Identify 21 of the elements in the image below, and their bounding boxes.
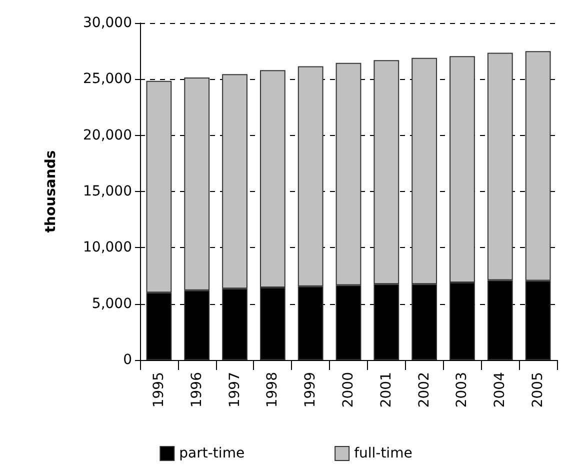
y-tick-label: 5,000 (92, 296, 132, 312)
y-tick-label: 20,000 (83, 127, 132, 144)
x-tick-label: 1995 (150, 372, 167, 408)
y-axis-title: thousands (43, 150, 59, 233)
x-tick-label: 2000 (340, 372, 356, 408)
x-tick-label: 1999 (302, 372, 319, 408)
x-tick-label: 1997 (226, 372, 243, 408)
y-tick-label: 0 (123, 352, 132, 368)
x-tick-label: 1998 (264, 372, 281, 408)
legend-label: full-time (354, 446, 412, 462)
x-tick-label: 2005 (530, 372, 546, 408)
x-tick-label: 2002 (416, 372, 432, 408)
x-tick-label: 1996 (188, 372, 205, 408)
y-tick-label: 30,000 (83, 15, 132, 31)
x-tick-label: 2004 (492, 372, 508, 408)
x-tick-label: 2001 (378, 372, 394, 408)
y-tick-label: 10,000 (83, 240, 132, 256)
y-tick-label: 15,000 (83, 184, 132, 200)
y-tick-label: 25,000 (83, 71, 132, 88)
legend-label: part-time (179, 446, 245, 462)
x-tick-label: 2003 (454, 372, 470, 408)
